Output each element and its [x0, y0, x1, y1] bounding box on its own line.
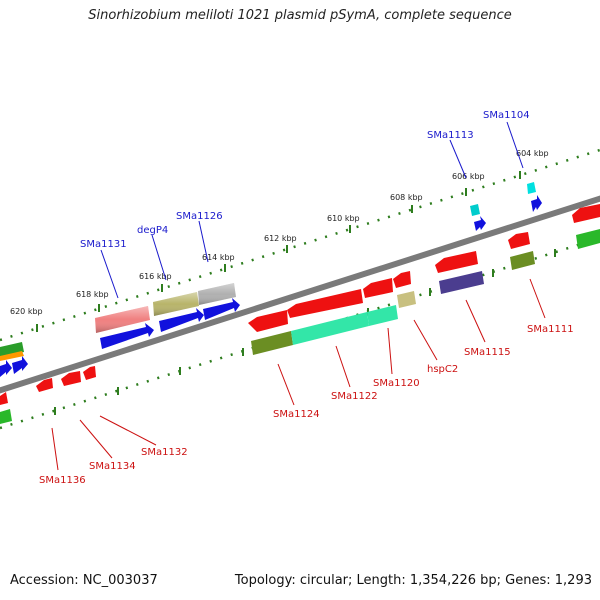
- gene-arrow: [508, 232, 530, 249]
- sequence-backbone: [0, 195, 600, 394]
- gene-label-sma1126: SMa1126: [176, 211, 223, 222]
- gene-label-sma1136: SMa1136: [39, 475, 86, 486]
- gene-arrow: [203, 298, 240, 320]
- gene-arrow: [363, 278, 393, 298]
- kbp-label: 608 kbp: [390, 193, 423, 202]
- gene-block: [95, 306, 150, 333]
- gene-label-degp4: degP4: [137, 225, 168, 236]
- kbp-label: 604 kbp: [516, 149, 549, 158]
- gene-arrow: [248, 310, 288, 332]
- gene-block: [397, 291, 416, 308]
- gene-arrow: [36, 378, 53, 392]
- gene-arrow: [159, 308, 204, 332]
- gene-block: [198, 283, 236, 305]
- map-title: Sinorhizobium meliloti 1021 plasmid pSym…: [88, 8, 512, 23]
- gene-label-sma1122: SMa1122: [331, 391, 378, 402]
- kbp-label: 618 kbp: [76, 290, 109, 299]
- gene-arrow: [83, 366, 96, 380]
- gene-arrow: [12, 356, 28, 374]
- gene-label-sma1131: SMa1131: [80, 239, 127, 250]
- gene-block: [527, 182, 536, 194]
- kbp-label: 606 kbp: [452, 172, 485, 181]
- gene-label-sma1113: SMa1113: [427, 130, 474, 141]
- gene-arrow: [100, 323, 154, 349]
- topology-summary: Topology: circular; Length: 1,354,226 bp…: [234, 573, 592, 588]
- forward-gene-blocks: [0, 182, 542, 377]
- outer-major-ticks: [36, 171, 521, 332]
- gene-arrow: [0, 392, 8, 405]
- gene-block: [439, 271, 484, 294]
- kbp-label: 614 kbp: [202, 253, 235, 262]
- gene-label-sma1134: SMa1134: [89, 461, 136, 472]
- kbp-label: 612 kbp: [264, 234, 297, 243]
- gene-block: [291, 312, 369, 345]
- gene-arrow: [61, 371, 81, 386]
- gene-label-sma1120: SMa1120: [373, 378, 420, 389]
- label-leaders-forward: [100, 121, 524, 299]
- gene-block: [367, 305, 398, 326]
- gene-arrow: [531, 195, 542, 212]
- forward-gene-labels: SMa1104 SMa1113 SMa1126 degP4 SMa1131: [80, 110, 530, 250]
- kbp-label: 616 kbp: [139, 272, 172, 281]
- gene-label-sma1132: SMa1132: [141, 447, 188, 458]
- gene-arrow: [287, 289, 363, 318]
- gene-arrow: [0, 360, 12, 377]
- gene-label-sma1124: SMa1124: [273, 409, 320, 420]
- accession-text: Accession: NC_003037: [10, 573, 158, 588]
- reverse-gene-labels: SMa1111 SMa1115 hspC2 SMa1120 SMa1122 SM…: [39, 324, 574, 486]
- gene-block: [576, 229, 600, 249]
- gene-label-sma1111: SMa1111: [527, 324, 574, 335]
- gene-label-hspc2: hspC2: [427, 364, 458, 375]
- gene-label-sma1115: SMa1115: [464, 347, 511, 358]
- gene-block: [153, 292, 199, 316]
- kbp-label: 620 kbp: [10, 307, 43, 316]
- gene-arrow: [572, 204, 600, 223]
- gene-block: [251, 331, 293, 355]
- gene-block: [0, 409, 12, 424]
- gene-arrow: [435, 251, 478, 273]
- gene-arrow: [393, 271, 411, 288]
- inner-major-ticks: [54, 249, 556, 415]
- gene-block: [470, 204, 480, 216]
- kbp-label: 610 kbp: [327, 214, 360, 223]
- gene-block: [0, 351, 24, 361]
- label-leaders-reverse: [51, 278, 546, 471]
- gene-block: [510, 251, 535, 270]
- gene-label-sma1104: SMa1104: [483, 110, 530, 121]
- reverse-gene-blocks: [0, 204, 600, 424]
- kbp-labels: 604 kbp 606 kbp 608 kbp 610 kbp 612 kbp …: [10, 149, 549, 316]
- gene-arrow: [474, 216, 486, 231]
